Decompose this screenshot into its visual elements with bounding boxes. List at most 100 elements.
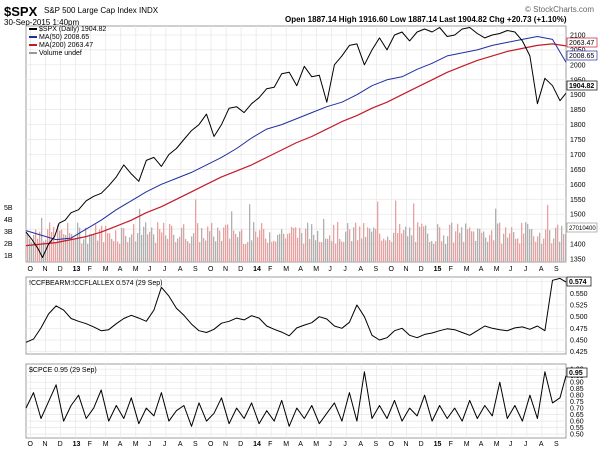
volume-bar [209,231,211,262]
volume-bar [483,231,485,262]
volume-bar [505,227,507,262]
x-tick-label: A [298,441,303,448]
volume-bar [201,228,203,262]
volume-bar [425,225,427,262]
x-tick-label: 14 [253,441,261,448]
y-tick-label: 1500 [570,212,586,219]
volume-bar [73,238,75,262]
x-tick-label: A [479,266,484,273]
x-tick-label: O [389,266,395,273]
x-tick-label: N [43,441,48,448]
panel-frame [25,363,567,439]
x-tick-label: D [419,266,424,273]
volume-bar [341,241,343,262]
volume-bar [59,230,61,262]
volume-bar [125,236,127,262]
volume-bar [429,241,431,262]
volume-bar [351,241,353,262]
volume-bar [65,234,67,262]
volume-bar [179,236,181,262]
volume-bar [433,243,435,262]
volume-bar [379,233,381,262]
x-tick-label: S [193,441,198,448]
last-value-box [566,50,598,61]
volume-bar [333,224,335,262]
x-tick-label: N [404,266,409,273]
volume-bar [247,242,249,262]
volume-bar [449,224,451,262]
volume-bar [503,233,505,262]
volume-bar [299,228,301,262]
volume-bar [407,236,409,262]
volume-bar [469,227,471,262]
y-tick-label: 1650 [570,167,586,174]
volume-bar [485,237,487,262]
volume-bar [499,222,501,262]
volume-bar [175,242,177,262]
x-tick-label: O [389,441,395,448]
volume-bar [397,232,399,262]
last-value-label: 1904.82 [569,83,594,90]
y-tick-label: 1400 [570,242,586,249]
volume-bar [551,243,553,262]
volume-bar [293,227,295,262]
volume-bar [89,234,91,262]
x-tick-label: O [208,266,214,273]
last-value-label: 0.574 [569,279,587,286]
x-tick-label: M [103,266,109,273]
volume-bar [83,239,85,262]
volume-bar [169,224,171,262]
volume-bar [129,237,131,262]
volume-bar [267,242,269,262]
volume-bar [403,229,405,262]
volume-bar [451,222,453,262]
panel-frame [25,25,567,263]
volume-bar [515,238,517,262]
volume-bar [121,227,123,262]
x-tick-label: D [238,441,243,448]
volume-bar [321,242,323,262]
price-line [25,27,567,258]
volume-bar [423,226,425,262]
volume-bar [29,238,31,262]
volume-bar [479,228,481,262]
y-tick-label: 2100 [570,32,586,39]
x-tick-label: M [103,441,109,448]
volume-bar [171,225,173,262]
volume-bar [51,231,53,262]
volume-bar [115,230,117,262]
volume-bar [107,233,109,262]
volume-bar [231,211,233,262]
volume-bar [181,227,183,262]
volume-bar [145,222,147,262]
x-tick-label: S [373,441,378,448]
volume-bar [325,238,327,262]
x-tick-label: D [58,441,63,448]
volume-bar [275,241,277,262]
volume-bar [229,238,231,262]
volume-bar [241,229,243,262]
volume-bar [237,237,239,262]
x-tick-label: D [238,266,243,273]
volume-bar [139,208,141,262]
volume-bar [529,229,531,262]
volume-bar [319,241,321,262]
volume-bar [393,232,395,262]
ma200-line [25,43,567,247]
x-tick-label: A [539,441,544,448]
x-tick-label: J [524,266,528,273]
volume-bar [357,240,359,262]
volume-bar [61,229,63,262]
volume-bar [443,235,445,262]
volume-bar [543,238,545,262]
volume-bar [37,238,39,262]
volume-bar [159,229,161,262]
volume-bar [71,234,73,262]
volume-bar [367,227,369,262]
volume-bar [445,243,447,262]
x-tick-label: A [178,266,183,273]
ratio-line [25,277,567,343]
y-tick-label: 0.500 [570,314,588,321]
legend-entry: MA(200) 2063.47 [39,42,93,49]
last-value-box [566,276,592,287]
